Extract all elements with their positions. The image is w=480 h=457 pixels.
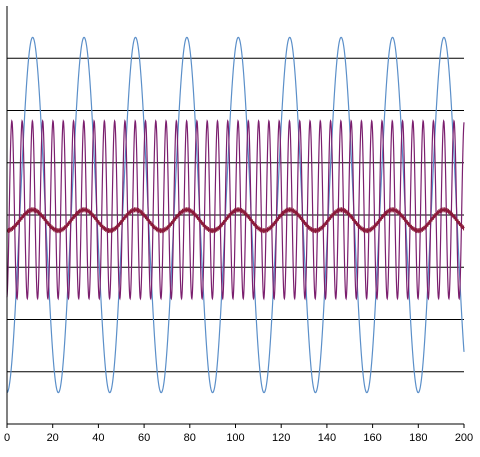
x-tick-label-2: 40 [92,432,104,444]
x-tick-labels: 0 20 40 60 80 100 120 140 160 180 200 [4,432,473,444]
x-tick-label-7: 140 [318,432,336,444]
x-tick-label-9: 180 [409,432,427,444]
x-tick-label-5: 100 [226,432,244,444]
series-layer [6,36,465,394]
x-tick-label-3: 60 [138,432,150,444]
x-tick-label-0: 0 [4,432,10,444]
series-line-0 [6,36,465,394]
gridlines [7,57,464,373]
x-tick-label-4: 80 [184,432,196,444]
x-tick-label-6: 120 [272,432,290,444]
x-tick-label-1: 20 [47,432,59,444]
x-ticks [6,424,465,428]
x-tick-label-8: 160 [363,432,381,444]
x-tick-label-10: 200 [455,432,473,444]
